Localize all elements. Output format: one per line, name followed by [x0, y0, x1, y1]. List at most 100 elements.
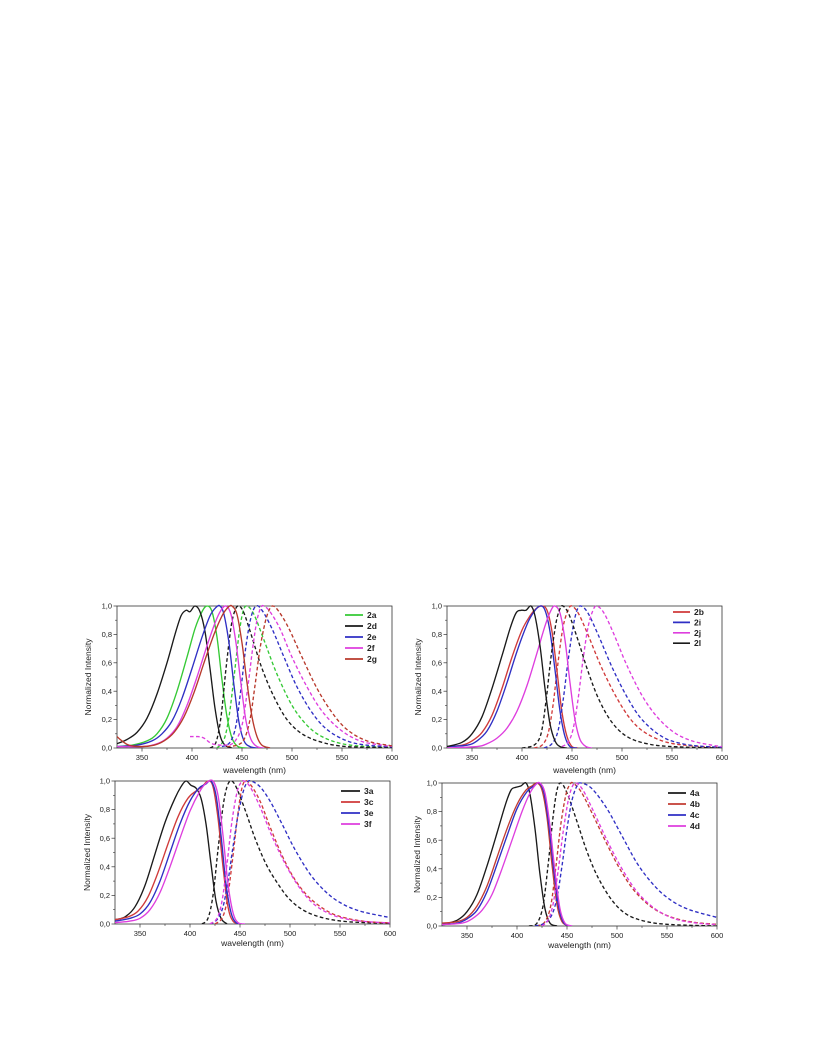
- legend-label-2l: 2l: [694, 638, 701, 648]
- y-tick-label: 0,8: [100, 805, 110, 814]
- series-3e-dashed-line: [209, 779, 390, 924]
- series-2e-solid-line: [117, 604, 258, 748]
- x-tick-label: 350: [466, 753, 479, 762]
- series-2j-dashed-line: [561, 605, 722, 748]
- y-tick-label: 1,0: [432, 602, 442, 611]
- x-tick-label: 500: [284, 929, 297, 938]
- x-tick-label: 550: [334, 929, 347, 938]
- x-tick-label: 600: [386, 753, 399, 762]
- x-tick-label: 400: [516, 753, 529, 762]
- y-tick-label: 0,0: [432, 744, 442, 753]
- chart-panel-4: 350 400 450 500 550 600 0,0 0,2 0,4 0,6 0,8 1,0 wave…: [412, 779, 723, 950]
- legend-label-2i: 2i: [694, 617, 701, 627]
- x-axis-title: wavelength (nm): [552, 765, 616, 775]
- plot-frame: [446, 605, 723, 749]
- legend-label-4c: 4c: [690, 810, 700, 820]
- y-axis-title: Normalized Intensity: [413, 638, 423, 716]
- series-2i-dashed-line: [543, 605, 722, 748]
- y-tick-label: 0,0: [100, 920, 110, 929]
- chart-panel-3: 350 400 450 500 550 600 0,0 0,2 0,4 0,6 0,8 1,0 wave…: [82, 777, 396, 948]
- y-axis-title: Normalized Intensity: [82, 813, 92, 891]
- legend-label-2j: 2j: [694, 628, 701, 638]
- x-tick-label: 400: [186, 753, 199, 762]
- series-2f-solid-line: [117, 605, 265, 748]
- x-tick-label: 550: [666, 753, 679, 762]
- chart-panel-2: 350 400 450 500 550 600 0,0 0,2 0,4 0,6 0,8 1,0 wave…: [413, 602, 728, 775]
- x-tick-label: 600: [384, 929, 397, 938]
- y-tick-label: 0,2: [100, 891, 110, 900]
- y-tick-label: 0,0: [102, 744, 112, 753]
- y-tick-label: 0,6: [427, 836, 437, 845]
- x-tick-label: 350: [134, 929, 147, 938]
- y-tick-label: 0,8: [102, 630, 112, 639]
- series-2a-solid-line: [117, 605, 248, 748]
- x-tick-label: 550: [661, 931, 674, 940]
- x-axis-title: wavelength (nm): [547, 940, 611, 950]
- series-2b-dashed-line: [533, 605, 722, 748]
- series-2a-dashed-line: [216, 605, 392, 748]
- series-3a-solid-line: [115, 780, 228, 924]
- x-tick-label: 500: [611, 931, 624, 940]
- series-4a-dashed-line: [528, 782, 717, 926]
- series-4d-dashed-line: [541, 782, 717, 926]
- plot-area: [442, 781, 717, 926]
- series-2j-solid-line: [447, 605, 593, 748]
- legend-label-2d: 2d: [367, 621, 377, 631]
- x-tick-label: 450: [561, 931, 574, 940]
- y-tick-label: 0,6: [432, 658, 442, 667]
- x-tick-label: 400: [511, 931, 524, 940]
- y-tick-label: 0,2: [102, 715, 112, 724]
- legend-label-3f: 3f: [364, 819, 372, 829]
- y-tick-label: 1,0: [100, 777, 110, 786]
- x-tick-label: 550: [336, 753, 349, 762]
- y-tick-label: 0,4: [427, 864, 437, 873]
- series-2d-solid-line: [117, 605, 233, 748]
- x-tick-label: 600: [716, 753, 729, 762]
- chart-panel-1: 350 400 450 500 550 600 0,0 0,2 0,4 0,6 0,8 1,0 wave…: [83, 602, 398, 775]
- x-tick-label: 450: [566, 753, 579, 762]
- y-tick-label: 0,2: [432, 715, 442, 724]
- series-4c-dashed-line: [534, 782, 717, 926]
- series-3e-solid-line: [115, 779, 243, 924]
- series-2e-dashed-line: [221, 604, 392, 748]
- x-tick-label: 400: [184, 929, 197, 938]
- x-axis-title: wavelength (nm): [220, 938, 284, 948]
- legend-label-3a: 3a: [364, 786, 374, 796]
- plot-area: [447, 605, 722, 748]
- series-2d-dashed-line: [209, 605, 392, 748]
- y-tick-label: 0,4: [102, 687, 112, 696]
- series-2g-solid-line: [117, 604, 271, 748]
- legend-label-2e: 2e: [367, 632, 377, 642]
- legend-label-2b: 2b: [694, 607, 704, 617]
- x-tick-label: 350: [136, 753, 149, 762]
- legend-label-3c: 3c: [364, 797, 374, 807]
- legend-label-4b: 4b: [690, 799, 700, 809]
- legend-label-4a: 4a: [690, 788, 700, 798]
- series-4d-solid-line: [442, 781, 573, 926]
- y-tick-label: 0,6: [102, 658, 112, 667]
- y-tick-label: 0,6: [100, 834, 110, 843]
- y-tick-label: 0,8: [427, 807, 437, 816]
- x-tick-label: 450: [234, 929, 247, 938]
- series-2b-solid-line: [447, 605, 579, 748]
- series-3f-solid-line: [115, 779, 246, 924]
- x-tick-label: 450: [236, 753, 249, 762]
- series-2l-dashed-line: [521, 605, 722, 748]
- series-4a-solid-line: [442, 782, 558, 926]
- y-tick-label: 0,2: [427, 893, 437, 902]
- y-axis-title: Normalized Intensity: [83, 638, 93, 716]
- y-tick-label: 0,0: [427, 922, 437, 931]
- series-2g-dashed-line: [226, 605, 392, 748]
- x-tick-label: 500: [616, 753, 629, 762]
- y-axis-title: Normalized Intensity: [412, 815, 422, 893]
- series-4b-solid-line: [442, 782, 570, 926]
- series-3a-dashed-line: [201, 780, 390, 924]
- legend-label-4d: 4d: [690, 821, 700, 831]
- legend-label-3e: 3e: [364, 808, 374, 818]
